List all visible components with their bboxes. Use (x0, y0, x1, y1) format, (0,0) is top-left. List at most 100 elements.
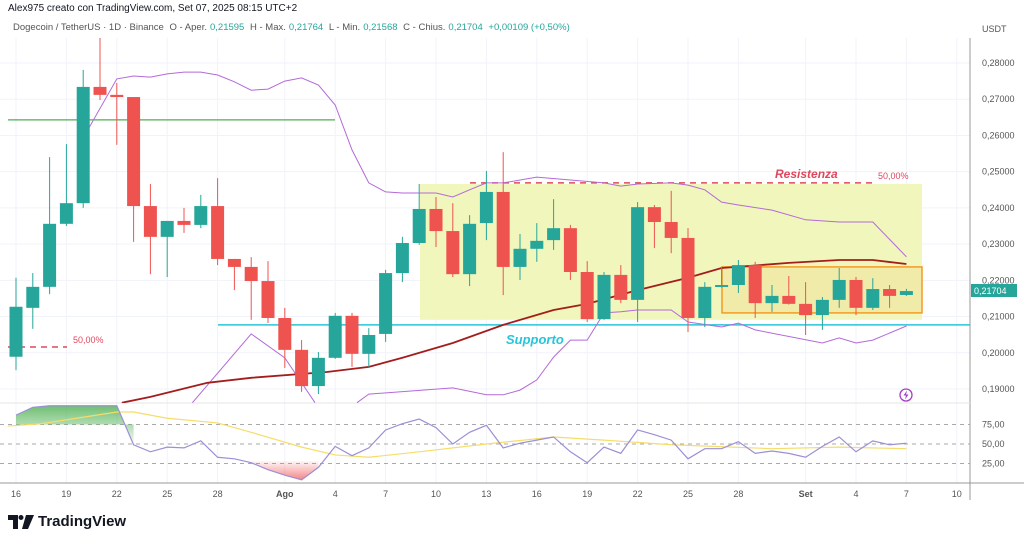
candle-up (815, 299, 829, 316)
candle-up (765, 295, 779, 304)
price-tick-label: 0,26000 (982, 130, 1015, 140)
price-tick-label: 0,19000 (982, 384, 1015, 394)
time-tick-label: 25 (683, 489, 693, 499)
candle-down (295, 349, 309, 387)
candle-down (261, 281, 275, 318)
candle-down (345, 315, 359, 354)
time-tick-label: 10 (952, 489, 962, 499)
tradingview-logo-icon (8, 514, 34, 529)
symbol-name[interactable]: Dogecoin / TetherUS · 1D · Binance (13, 22, 164, 33)
oscillator-tick-label: 75,00 (982, 420, 1005, 430)
resistance-label[interactable]: Resistenza (775, 167, 838, 181)
open-label: O - Aper. (169, 22, 208, 33)
low-value: 0,21568 (363, 22, 398, 33)
candle-up (597, 274, 611, 320)
time-tick-label: 7 (904, 489, 909, 499)
candle-up (479, 191, 493, 224)
candle-up (832, 279, 846, 300)
candle-down (127, 97, 141, 207)
bollinger-lower-line (356, 309, 907, 403)
candle-up (513, 248, 527, 267)
bollinger-upper-line (82, 71, 907, 258)
candle-down (563, 228, 577, 272)
drawings-front: Resistenza 50,00% Supporto 50,00% (73, 167, 913, 402)
candle-down (849, 279, 863, 308)
price-tick-label: 0,28000 (982, 58, 1015, 68)
high-value: 0,21764 (288, 22, 324, 33)
brand-name: TradingView (38, 513, 127, 530)
candle-down (244, 266, 258, 282)
indicator-lines (82, 71, 907, 403)
candle-up (715, 285, 729, 288)
candle-up (76, 86, 90, 204)
resistance-percent: 50,00% (878, 171, 909, 181)
last-price-value: 0,21704 (974, 286, 1007, 296)
candle-up (395, 243, 409, 274)
open-value: 0,21595 (210, 22, 245, 33)
candle-up (866, 289, 880, 308)
oscillator-tick-label: 50,00 (982, 439, 1005, 449)
time-tick-label: 16 (11, 489, 21, 499)
change-value: +0,00109 (+0,50%) (488, 22, 570, 33)
price-tick-label: 0,22000 (982, 275, 1015, 285)
time-tick-label: 4 (853, 489, 858, 499)
tradingview-logo[interactable]: TradingView (8, 513, 126, 530)
oscillator-pane (0, 405, 970, 481)
candles (9, 38, 913, 395)
candle-down (143, 206, 157, 237)
time-tick-label: Ago (276, 489, 294, 499)
candle-up (160, 220, 174, 237)
candle-up (530, 240, 544, 249)
candle-down (110, 94, 124, 98)
low-label: L - Min. (328, 22, 361, 33)
time-tick-label: 28 (213, 489, 223, 499)
time-axis[interactable]: 16 19 22 25 28 Ago 4 7 10 13 16 19 22 25 28 Set 4 7 10 (11, 489, 962, 499)
candle-down (211, 206, 225, 259)
chart-attribution: Alex975 creato con TradingView.com, Set … (8, 3, 298, 14)
candle-down (177, 220, 191, 225)
candle-down (748, 265, 762, 304)
candle-up (731, 265, 745, 286)
candle-down (227, 258, 241, 267)
candle-up (463, 223, 477, 275)
price-tick-label: 0,20000 (982, 348, 1015, 358)
time-tick-label: 28 (733, 489, 743, 499)
candle-up (379, 273, 393, 334)
candle-down (446, 231, 460, 275)
close-label: C - Chius. (403, 22, 446, 33)
candle-down (580, 271, 594, 320)
candle-up (43, 223, 57, 287)
time-tick-label: 22 (112, 489, 122, 499)
time-tick-label: 25 (162, 489, 172, 499)
price-axis[interactable]: USDT 0,28000 0,27000 0,26000 0,25000 0,24000… (982, 24, 1015, 469)
price-tick-label: 0,27000 (982, 94, 1015, 104)
candle-up (311, 357, 325, 387)
close-value: 0,21704 (448, 22, 483, 33)
candle-up (328, 315, 342, 358)
candle-down (278, 317, 292, 350)
candle-up (547, 228, 561, 241)
candle-up (194, 206, 208, 225)
candle-down (681, 237, 695, 318)
price-tick-label: 0,21000 (982, 312, 1015, 322)
candle-up (9, 306, 23, 357)
candle-down (799, 303, 813, 316)
oscillator-line (15, 405, 907, 481)
time-tick-label: 19 (61, 489, 71, 499)
candle-up (631, 207, 645, 300)
high-label: H - Max. (249, 22, 286, 33)
last-price-box (971, 284, 1017, 297)
time-tick-label: 22 (633, 489, 643, 499)
candle-up (899, 291, 913, 295)
price-tick-label: 0,25000 (982, 167, 1015, 177)
candle-down (883, 289, 897, 296)
candle-down (496, 191, 510, 267)
currency-label: USDT (982, 24, 1007, 34)
time-tick-label: Set (799, 489, 813, 499)
support-label[interactable]: Supporto (506, 332, 564, 347)
candle-down (429, 208, 443, 232)
candle-up (362, 335, 376, 354)
lightning-icon[interactable] (899, 388, 913, 402)
candle-down (93, 86, 107, 95)
